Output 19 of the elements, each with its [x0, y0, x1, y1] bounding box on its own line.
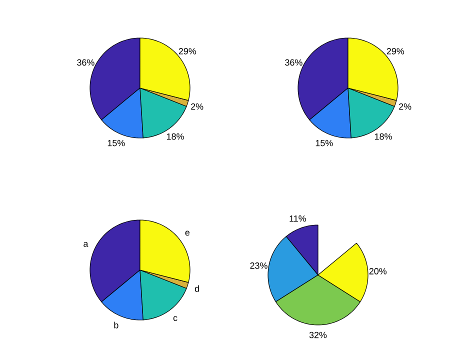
- data-label: 18%: [166, 133, 184, 140]
- data-label: 29%: [178, 48, 196, 54]
- data-label: 2%: [399, 103, 412, 110]
- data-label: 36%: [285, 59, 302, 66]
- data-label: 32%: [309, 332, 327, 338]
- data-label: 15%: [316, 140, 333, 146]
- data-label: 18%: [374, 133, 392, 140]
- slice-label: a: [84, 242, 88, 247]
- data-label: 15%: [108, 140, 125, 146]
- data-label: 23%: [250, 262, 268, 269]
- slice-label: c: [173, 316, 178, 321]
- data-label: 36%: [77, 59, 94, 66]
- slice-label: b: [114, 322, 118, 328]
- data-label: 29%: [386, 48, 404, 54]
- slice-label: d: [194, 285, 199, 292]
- data-label: 11%: [290, 215, 306, 222]
- data-label: 20%: [369, 268, 387, 274]
- slice-label: e: [185, 230, 190, 236]
- data-label: 2%: [191, 103, 204, 110]
